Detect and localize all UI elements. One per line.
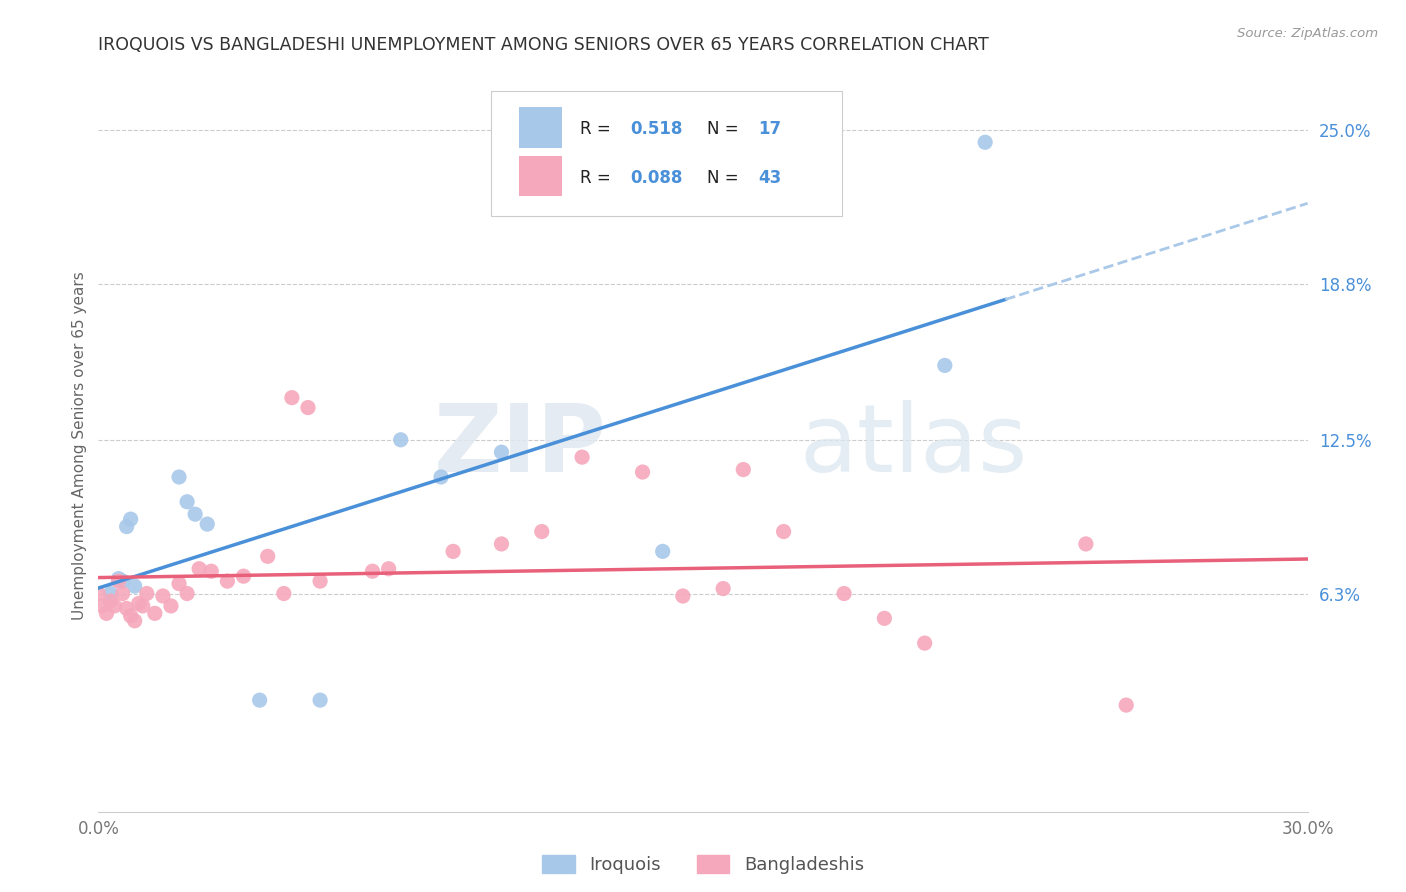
Text: ZIP: ZIP (433, 400, 606, 492)
Point (1115, 698, 1137, 712)
Point (111, 586, 134, 600)
Point (124, 579, 146, 593)
Point (974, 135, 997, 149)
Text: R =: R = (579, 169, 610, 186)
Bar (519, 155, 561, 196)
Point (934, 359, 956, 373)
Point (135, 586, 157, 600)
Point (873, 611, 896, 625)
Point (309, 574, 332, 588)
Point (96, 607, 118, 621)
Point (132, 599, 155, 613)
Point (167, 576, 190, 591)
Text: R =: R = (579, 120, 610, 138)
Text: 0.088: 0.088 (630, 169, 683, 186)
Point (124, 614, 146, 628)
Text: Source: ZipAtlas.com: Source: ZipAtlas.com (1237, 27, 1378, 40)
Text: IROQUOIS VS BANGLADESHI UNEMPLOYMENT AMONG SENIORS OVER 65 YEARS CORRELATION CHA: IROQUOIS VS BANGLADESHI UNEMPLOYMENT AMO… (98, 36, 990, 54)
Point (195, 517, 218, 532)
Text: 17: 17 (759, 120, 782, 138)
Point (297, 401, 319, 415)
Point (711, 582, 734, 596)
Text: N =: N = (707, 120, 738, 138)
Point (87, 586, 110, 600)
Point (232, 569, 254, 583)
Text: 43: 43 (759, 169, 782, 186)
Point (256, 549, 278, 564)
Point (115, 601, 138, 615)
Point (430, 470, 453, 484)
Point (361, 564, 384, 578)
Legend: Iroquois, Bangladeshis: Iroquois, Bangladeshis (533, 846, 873, 883)
Point (672, 589, 695, 603)
Point (184, 507, 207, 521)
Point (167, 470, 190, 484)
Point (176, 586, 198, 600)
Point (309, 693, 332, 707)
Point (273, 586, 295, 600)
Point (914, 636, 936, 650)
Point (530, 524, 553, 539)
Point (1074, 537, 1097, 551)
Point (389, 433, 412, 447)
Text: 0.518: 0.518 (630, 120, 683, 138)
Point (176, 495, 198, 509)
Point (107, 574, 129, 588)
Point (571, 450, 593, 465)
Point (188, 562, 211, 576)
Point (120, 608, 142, 623)
Point (91, 599, 114, 613)
FancyBboxPatch shape (492, 91, 842, 216)
Point (103, 599, 125, 613)
Point (832, 586, 855, 600)
Point (491, 445, 513, 459)
Point (733, 462, 755, 476)
Point (200, 564, 222, 578)
Point (128, 597, 150, 611)
Point (249, 693, 271, 707)
Point (160, 599, 183, 613)
Y-axis label: Unemployment Among Seniors over 65 years: Unemployment Among Seniors over 65 years (72, 272, 87, 620)
Text: atlas: atlas (800, 400, 1028, 492)
Point (111, 574, 134, 588)
Point (281, 391, 304, 405)
Point (100, 586, 122, 600)
Point (120, 512, 142, 526)
Point (107, 572, 129, 586)
Point (100, 594, 122, 608)
Point (631, 465, 654, 479)
Point (651, 544, 673, 558)
Text: N =: N = (707, 169, 738, 186)
Point (143, 607, 166, 621)
Point (377, 562, 399, 576)
Bar (519, 107, 561, 147)
Point (491, 537, 513, 551)
Point (772, 524, 794, 539)
Point (441, 544, 464, 558)
Point (152, 589, 174, 603)
Point (115, 519, 138, 533)
Point (217, 574, 239, 588)
